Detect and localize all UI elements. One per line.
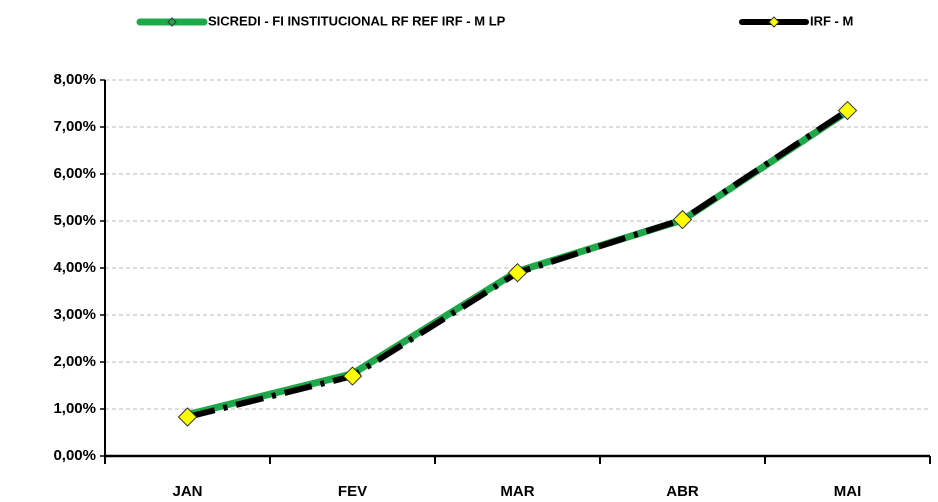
legend-marker bbox=[768, 16, 780, 28]
y-tick-label: 7,00% bbox=[53, 118, 96, 135]
x-tick-label: JAN bbox=[172, 483, 202, 500]
point-marker bbox=[837, 100, 858, 121]
legend-marker bbox=[167, 17, 177, 27]
y-tick-label: 4,00% bbox=[53, 259, 96, 276]
point-marker bbox=[342, 366, 363, 386]
x-tick-label: MAI bbox=[834, 483, 862, 500]
x-tick-label: FEV bbox=[338, 483, 367, 500]
y-tick-label: 5,00% bbox=[53, 212, 96, 229]
y-tick-label: 6,00% bbox=[53, 165, 96, 182]
x-tick-label: ABR bbox=[666, 483, 699, 500]
legend-label: IRF - M bbox=[810, 13, 853, 28]
y-tick-label: 0,00% bbox=[53, 447, 96, 464]
y-tick-label: 8,00% bbox=[53, 71, 96, 88]
y-tick-label: 2,00% bbox=[53, 353, 96, 370]
legend-label: SICREDI - FI INSTITUCIONAL RF REF IRF - … bbox=[208, 13, 506, 28]
point-marker bbox=[507, 262, 528, 283]
y-tick-label: 1,00% bbox=[53, 400, 96, 417]
point-marker bbox=[177, 407, 198, 427]
point-marker bbox=[672, 209, 693, 230]
x-tick-label: MAR bbox=[500, 483, 534, 500]
y-tick-label: 3,00% bbox=[53, 306, 96, 323]
